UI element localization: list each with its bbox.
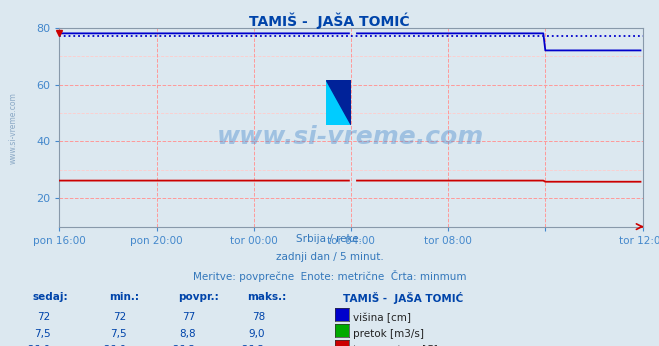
Text: zadnji dan / 5 minut.: zadnji dan / 5 minut. (275, 252, 384, 262)
Text: 8,8: 8,8 (179, 329, 196, 339)
Text: maks.:: maks.: (247, 292, 287, 302)
Text: min.:: min.: (109, 292, 139, 302)
Text: pretok [m3/s]: pretok [m3/s] (353, 329, 424, 339)
Text: 26,0: 26,0 (28, 345, 51, 346)
Text: 7,5: 7,5 (34, 329, 51, 339)
Text: 26,2: 26,2 (242, 345, 265, 346)
Text: 72: 72 (38, 312, 51, 322)
Text: 78: 78 (252, 312, 265, 322)
Text: povpr.:: povpr.: (178, 292, 219, 302)
Text: TAMIŠ -  JAŠA TOMIĆ: TAMIŠ - JAŠA TOMIĆ (343, 292, 463, 304)
Text: TAMIŠ -  JAŠA TOMIĆ: TAMIŠ - JAŠA TOMIĆ (249, 12, 410, 29)
Text: sedaj:: sedaj: (33, 292, 69, 302)
Text: www.si-vreme.com: www.si-vreme.com (9, 92, 18, 164)
Text: 72: 72 (113, 312, 127, 322)
Text: 26,0: 26,0 (103, 345, 127, 346)
Text: 7,5: 7,5 (110, 329, 127, 339)
Text: 9,0: 9,0 (248, 329, 265, 339)
Polygon shape (326, 80, 351, 125)
Text: Srbija / reke.: Srbija / reke. (297, 234, 362, 244)
Text: višina [cm]: višina [cm] (353, 312, 411, 323)
Text: 77: 77 (183, 312, 196, 322)
Text: Meritve: povprečne  Enote: metrične  Črta: minmum: Meritve: povprečne Enote: metrične Črta:… (192, 270, 467, 282)
Polygon shape (326, 80, 351, 125)
Text: 26,2: 26,2 (173, 345, 196, 346)
Text: temperatura [C]: temperatura [C] (353, 345, 438, 346)
Text: www.si-vreme.com: www.si-vreme.com (217, 125, 484, 149)
